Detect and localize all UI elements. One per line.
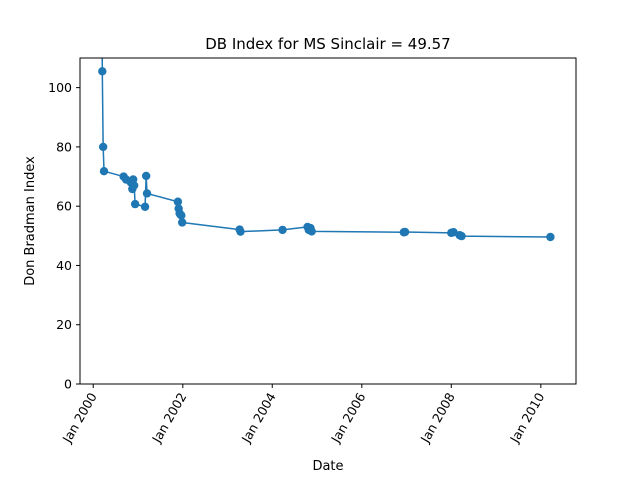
data-point (129, 181, 139, 190)
data-point (98, 67, 107, 76)
data-point (98, 142, 108, 152)
data-point (307, 227, 316, 236)
axes-frame (79, 57, 577, 385)
y-tick-label: 40 (56, 258, 72, 273)
data-point (177, 211, 186, 220)
data-point (99, 167, 109, 176)
y-axis-label: Don Bradman Index (23, 156, 38, 286)
x-axis-label: Date (312, 459, 343, 474)
data-point (546, 232, 555, 242)
data-point (400, 227, 410, 237)
y-tick-label: 60 (56, 199, 72, 214)
data-point (142, 189, 152, 198)
y-axis: 0 20 40 60 80 100 (48, 80, 80, 392)
data-point (141, 171, 151, 181)
data-point (177, 218, 187, 227)
y-tick-label: 20 (56, 317, 72, 332)
data-point (236, 227, 245, 236)
data-point (457, 231, 466, 241)
data-point (130, 199, 140, 209)
chart-title: DB Index for MS Sinclair = 49.57 (205, 35, 450, 53)
y-tick-label: 100 (48, 80, 72, 95)
y-tick-label: 80 (56, 139, 72, 154)
series-layer (98, 58, 555, 242)
data-point (278, 225, 287, 235)
data-point (173, 197, 183, 206)
data-point (140, 202, 150, 211)
y-tick-label: 0 (64, 377, 72, 392)
